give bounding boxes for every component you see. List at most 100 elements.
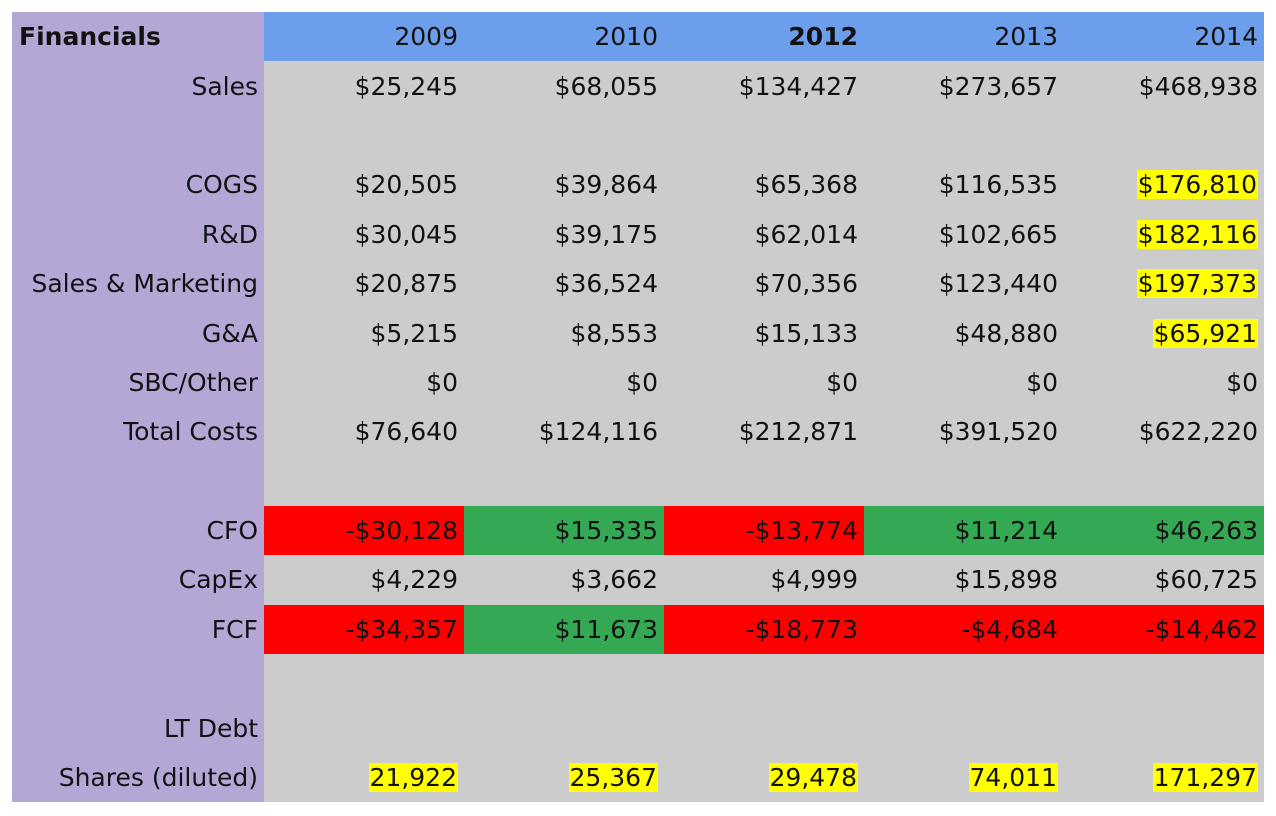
year-header-2009[interactable]: 2009	[264, 12, 464, 62]
value-cell[interactable]: $39,175	[464, 209, 664, 259]
value-cell[interactable]: -$14,462	[1064, 604, 1264, 655]
row-label-cell[interactable]	[12, 110, 264, 161]
value-cell[interactable]: $8,553	[464, 308, 664, 358]
value-cell[interactable]: $65,921	[1064, 308, 1264, 358]
value-cell[interactable]: $65,368	[664, 160, 864, 210]
value-cell[interactable]: $212,871	[664, 407, 864, 457]
value-cell[interactable]: $0	[864, 357, 1064, 408]
value-cell[interactable]: $15,898	[864, 555, 1064, 605]
value-cell[interactable]	[1064, 110, 1264, 161]
value-cell[interactable]: $15,335	[464, 505, 664, 556]
value-cell[interactable]	[664, 654, 864, 704]
value-cell[interactable]: $134,427	[664, 61, 864, 111]
value-cell[interactable]: $36,524	[464, 258, 664, 309]
value-cell[interactable]: -$18,773	[664, 604, 864, 655]
value-cell[interactable]: $182,116	[1064, 209, 1264, 259]
value-cell[interactable]	[264, 110, 464, 161]
value-cell[interactable]: 29,478	[664, 752, 864, 803]
value-cell[interactable]: $0	[1064, 357, 1264, 408]
value-cell[interactable]: $39,864	[464, 160, 664, 210]
value-cell[interactable]	[864, 110, 1064, 161]
row-label-cell[interactable]: Shares (diluted)	[12, 752, 264, 803]
value-cell[interactable]: $0	[264, 357, 464, 408]
value-cell[interactable]: $5,215	[264, 308, 464, 358]
value-cell[interactable]: $102,665	[864, 209, 1064, 259]
value-cell[interactable]	[664, 110, 864, 161]
row-label-cell[interactable]: SBC/Other	[12, 357, 264, 408]
row-label-cell[interactable]: Sales	[12, 61, 264, 111]
highlighted-value: $176,810	[1136, 170, 1258, 200]
value-cell[interactable]: -$34,357	[264, 604, 464, 655]
value-cell[interactable]: $70,356	[664, 258, 864, 309]
value-cell[interactable]: 74,011	[864, 752, 1064, 803]
value-cell[interactable]: $116,535	[864, 160, 1064, 210]
value-cell[interactable]	[1064, 654, 1264, 704]
row-label-cell[interactable]: Total Costs	[12, 407, 264, 457]
value-cell[interactable]	[264, 654, 464, 704]
highlighted-value: 171,297	[1152, 763, 1258, 793]
value-cell[interactable]: 21,922	[264, 752, 464, 803]
value-cell[interactable]: $124,116	[464, 407, 664, 457]
row-label-cell[interactable]	[12, 456, 264, 506]
value-cell[interactable]	[1064, 703, 1264, 753]
value-cell[interactable]	[864, 456, 1064, 506]
row-label-cell[interactable]: G&A	[12, 308, 264, 358]
value-cell[interactable]: $30,045	[264, 209, 464, 259]
value-cell[interactable]: $68,055	[464, 61, 664, 111]
value-cell[interactable]: $15,133	[664, 308, 864, 358]
value-cell[interactable]: $3,662	[464, 555, 664, 605]
value-cell[interactable]: $76,640	[264, 407, 464, 457]
value-cell[interactable]: $20,875	[264, 258, 464, 309]
value-cell[interactable]: $0	[664, 357, 864, 408]
value-cell[interactable]: $46,263	[1064, 505, 1264, 556]
value-cell[interactable]: $468,938	[1064, 61, 1264, 111]
value-cell[interactable]	[664, 456, 864, 506]
value-cell[interactable]: $4,229	[264, 555, 464, 605]
row-label-cell[interactable]: CapEx	[12, 555, 264, 605]
value-cell[interactable]: $11,214	[864, 505, 1064, 556]
value-cell[interactable]: $60,725	[1064, 555, 1264, 605]
value-cell[interactable]: $20,505	[264, 160, 464, 210]
value-cell[interactable]	[864, 654, 1064, 704]
value-cell[interactable]	[264, 703, 464, 753]
row-label-cell[interactable]: Sales & Marketing	[12, 258, 264, 309]
row-label-cell[interactable]: LT Debt	[12, 703, 264, 753]
year-header-2010[interactable]: 2010	[464, 12, 664, 62]
value-cell[interactable]: -$4,684	[864, 604, 1064, 655]
value-cell[interactable]: $62,014	[664, 209, 864, 259]
value-cell[interactable]: -$13,774	[664, 505, 864, 556]
table-row-capex: CapEx $4,229 $3,662 $4,999 $15,898 $60,725	[12, 555, 1264, 605]
value-cell[interactable]: -$30,128	[264, 505, 464, 556]
value-cell[interactable]: $4,999	[664, 555, 864, 605]
row-label-cell[interactable]: CFO	[12, 505, 264, 556]
value-cell[interactable]	[464, 456, 664, 506]
year-header-2013[interactable]: 2013	[864, 12, 1064, 62]
value-cell[interactable]: $48,880	[864, 308, 1064, 358]
value-cell[interactable]: $391,520	[864, 407, 1064, 457]
value-cell[interactable]: 25,367	[464, 752, 664, 803]
value-cell[interactable]: $622,220	[1064, 407, 1264, 457]
value-cell[interactable]: $25,245	[264, 61, 464, 111]
value-cell[interactable]	[264, 456, 464, 506]
row-label-cell[interactable]: FCF	[12, 604, 264, 655]
table-row-blank	[12, 110, 1264, 161]
sheet-title-cell[interactable]: Financials	[12, 12, 264, 62]
value-cell[interactable]	[464, 110, 664, 161]
value-cell[interactable]: $123,440	[864, 258, 1064, 309]
value-cell[interactable]: $0	[464, 357, 664, 408]
value-cell[interactable]	[664, 703, 864, 753]
value-cell[interactable]	[464, 654, 664, 704]
year-header-2012[interactable]: 2012	[664, 12, 864, 62]
value-cell[interactable]: $11,673	[464, 604, 664, 655]
row-label-cell[interactable]: R&D	[12, 209, 264, 259]
value-cell[interactable]	[864, 703, 1064, 753]
row-label-cell[interactable]: COGS	[12, 160, 264, 210]
value-cell[interactable]: 171,297	[1064, 752, 1264, 803]
value-cell[interactable]	[464, 703, 664, 753]
row-label-cell[interactable]	[12, 654, 264, 704]
value-cell[interactable]: $273,657	[864, 61, 1064, 111]
value-cell[interactable]: $197,373	[1064, 258, 1264, 309]
year-header-2014[interactable]: 2014	[1064, 12, 1264, 62]
value-cell[interactable]: $176,810	[1064, 160, 1264, 210]
value-cell[interactable]	[1064, 456, 1264, 506]
